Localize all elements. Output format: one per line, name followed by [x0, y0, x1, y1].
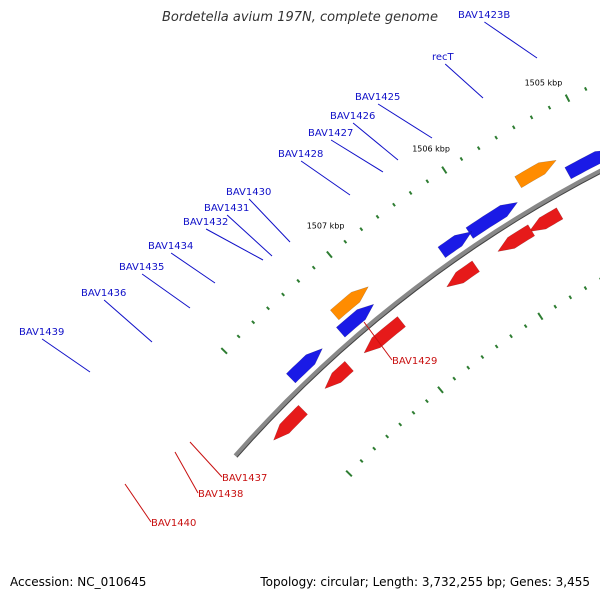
cds-forward: [285, 348, 323, 384]
cds-forward: [437, 231, 473, 259]
inner-tick: [553, 304, 558, 309]
outer-tick: [236, 334, 241, 339]
gene-label-forward: BAV1439: [19, 327, 64, 338]
cds-reverse: [273, 404, 308, 441]
inner-tick: [359, 458, 364, 463]
gene-label-reverse: BAV1438: [198, 489, 243, 500]
outer-tick: [564, 94, 571, 103]
gene-label-leader: [377, 103, 433, 139]
inner-tick: [523, 324, 528, 329]
gene-label-leader: [300, 160, 351, 196]
outer-tick: [441, 166, 448, 174]
map-title: Bordetella avium 197N, complete genome: [162, 10, 438, 25]
gene-label-leader: [352, 122, 399, 161]
gene-label-leader: [444, 63, 484, 99]
cds-reverse: [324, 360, 354, 390]
outer-tick: [408, 190, 413, 195]
inner-tick: [509, 334, 513, 339]
outer-tick: [220, 347, 228, 355]
gene-label-reverse: BAV1437: [222, 473, 267, 484]
cds-reverse: [497, 224, 536, 252]
outer-tick: [281, 292, 286, 297]
gene-label-leader: [205, 228, 264, 261]
cds-forward: [335, 303, 375, 338]
gene-label-forward: BAV1426: [330, 111, 375, 122]
gene-label-forward: BAV1427: [308, 128, 353, 139]
inner-tick: [372, 446, 377, 451]
rna-feature: [514, 159, 557, 189]
gene-label-forward: BAV1435: [119, 262, 164, 273]
inner-tick: [494, 344, 499, 349]
topology-summary: Topology: circular; Length: 3,732,255 bp…: [260, 575, 590, 589]
outer-tick: [494, 135, 498, 140]
outer-tick: [476, 146, 481, 151]
inner-tick: [466, 365, 471, 370]
outer-tick: [311, 265, 316, 270]
gene-label-forward: BAV1428: [278, 149, 323, 160]
inner-tick: [568, 295, 573, 300]
gene-label-leader: [124, 483, 152, 523]
gene-label-reverse: BAV1440: [151, 518, 196, 529]
cds-reverse: [446, 260, 480, 288]
gene-label-forward: BAV1436: [81, 288, 126, 299]
gene-label-leader: [363, 321, 393, 361]
outer-tick: [266, 306, 270, 311]
gene-label-leader: [484, 21, 538, 59]
outer-tick: [343, 239, 348, 244]
gene-label-leader: [41, 338, 91, 373]
gene-label-forward: BAV1425: [355, 92, 400, 103]
gene-label-leader: [226, 214, 273, 257]
gene-label-leader: [330, 139, 384, 173]
gene-label-forward: recT: [432, 52, 455, 63]
gene-label-leader: [248, 198, 291, 243]
inner-tick: [424, 399, 429, 404]
inner-tick: [537, 312, 544, 321]
gene-label-leader: [103, 299, 153, 343]
outer-tick: [529, 115, 534, 120]
gene-label-leader: [189, 441, 223, 478]
outer-tick: [584, 86, 588, 92]
outer-tick: [359, 227, 364, 232]
inner-tick: [437, 386, 444, 394]
outer-tick: [547, 105, 552, 110]
cds-forward: [564, 150, 600, 180]
gene-label-forward: BAV1423B: [458, 10, 510, 21]
scale-label: 1506 kbp: [412, 145, 450, 154]
inner-tick: [398, 422, 403, 427]
outer-tick: [459, 156, 464, 162]
outer-tick: [425, 179, 430, 184]
backbone-arc: [233, 168, 600, 458]
outer-tick: [375, 214, 380, 219]
gene-label-forward: BAV1432: [183, 217, 228, 228]
gene-label-forward: BAV1430: [226, 187, 271, 198]
accession-text: Accession: NC_010645: [10, 575, 147, 589]
cds-reverse: [363, 316, 406, 354]
gene-label-reverse: BAV1429: [392, 356, 437, 367]
inner-tick: [345, 469, 353, 478]
cds-forward: [465, 202, 519, 239]
gene-label-forward: BAV1431: [204, 203, 249, 214]
outer-tick: [512, 125, 516, 130]
outer-tick: [296, 278, 301, 283]
outer-tick: [326, 250, 333, 259]
scale-label: 1505 kbp: [525, 78, 563, 87]
inner-tick: [480, 354, 485, 360]
gene-label-leader: [170, 252, 216, 284]
cds-reverse: [528, 207, 564, 232]
inner-tick: [452, 376, 457, 381]
rna-feature: [329, 286, 369, 321]
gene-label-forward: BAV1434: [148, 241, 193, 252]
outer-tick: [392, 202, 396, 207]
scale-label: 1507 kbp: [307, 221, 345, 230]
gene-label-leader: [141, 273, 191, 309]
outer-tick: [251, 320, 256, 325]
inner-tick: [411, 410, 416, 415]
inner-tick: [385, 434, 390, 439]
gene-label-leader: [174, 451, 199, 494]
inner-tick: [583, 286, 588, 291]
backbone-line: [236, 173, 600, 458]
